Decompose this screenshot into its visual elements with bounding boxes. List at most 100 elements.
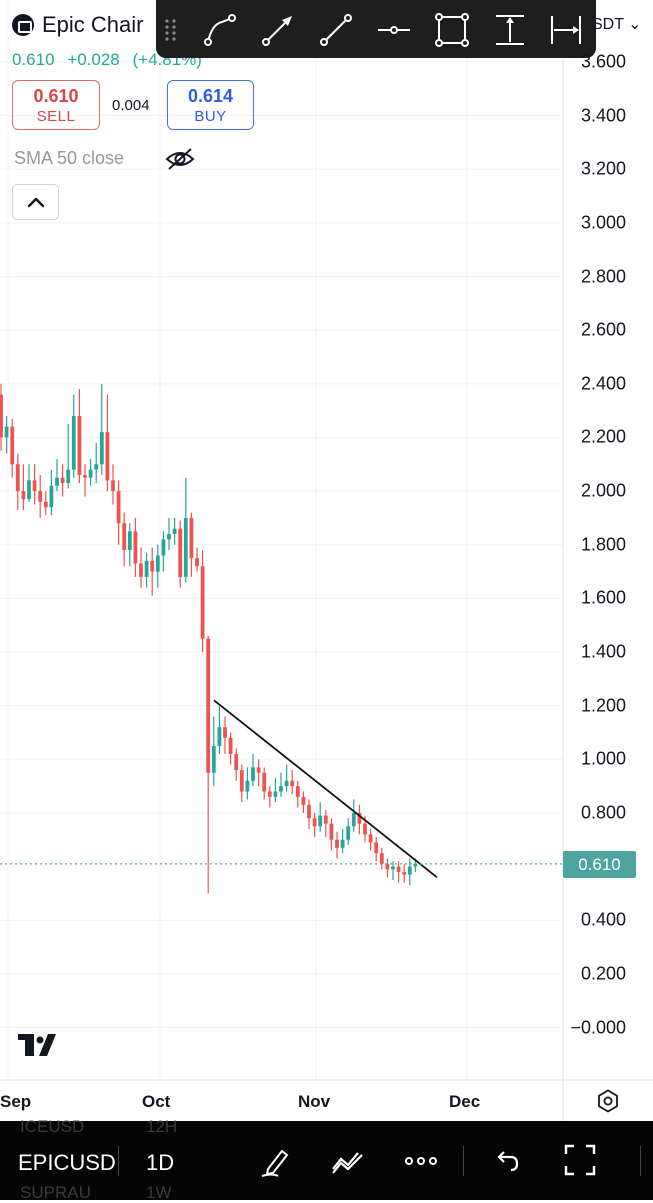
candle (55, 458, 59, 492)
settings-gear-icon[interactable] (596, 1089, 620, 1113)
candle-body (323, 815, 328, 824)
toolbar-divider (118, 1146, 119, 1176)
candle-body (43, 501, 48, 508)
candle-body (0, 394, 3, 438)
candle-body (368, 834, 373, 843)
candle-body (133, 531, 138, 564)
candle-body (346, 826, 351, 840)
candle (71, 394, 76, 478)
drawings-pattern-icon[interactable] (328, 1143, 368, 1179)
candle-body (351, 812, 356, 827)
candle-body (178, 528, 183, 577)
chevron-down-icon: ⌄ (628, 16, 642, 33)
candle-body (55, 477, 59, 486)
candle (116, 480, 121, 545)
drawing-toolbar[interactable] (156, 0, 596, 58)
candle-body (262, 772, 267, 792)
candle (312, 812, 317, 838)
candle (239, 764, 244, 803)
candle-body (27, 480, 31, 500)
eye-slash-icon[interactable] (165, 146, 195, 177)
candle (228, 732, 233, 765)
collapse-legend-button[interactable] (12, 184, 59, 220)
price-axis-label: 1.600 (580, 587, 626, 608)
arrow-line-icon[interactable] (258, 10, 298, 50)
candle (21, 464, 26, 510)
currency-chip[interactable]: SDT ⌄ (588, 10, 653, 40)
candle-body (239, 770, 244, 792)
tradingview-logo-icon[interactable] (18, 1032, 66, 1058)
candle (379, 847, 384, 870)
candle-body (312, 818, 317, 827)
fullscreen-icon[interactable] (562, 1142, 598, 1178)
candle (83, 464, 87, 497)
trend-line-icon[interactable] (200, 10, 240, 50)
toolbar-divider (463, 1146, 464, 1176)
candle (88, 458, 93, 486)
price-axis-label: 0.400 (580, 909, 626, 930)
chart-grid (0, 0, 563, 1080)
candle-body (273, 791, 278, 797)
candle (323, 810, 328, 838)
rectangle-icon[interactable] (432, 10, 472, 50)
current-price-tag: 0.610 (563, 851, 636, 878)
candle (43, 491, 48, 516)
candle-body (99, 432, 104, 465)
candle (195, 547, 199, 572)
epic-chain-logo-icon (12, 14, 34, 36)
time-axis-label: Sep (0, 1092, 32, 1111)
candle-body (150, 560, 155, 572)
price-axis-label: 0.200 (580, 963, 626, 984)
candle (189, 512, 194, 577)
candle (329, 818, 334, 851)
symbol-picker[interactable]: EPICUSD (18, 1150, 116, 1175)
candle (27, 464, 31, 502)
candle-body (295, 786, 300, 797)
candle (295, 780, 300, 808)
candle (183, 477, 188, 583)
candle (66, 424, 71, 489)
symbol-title[interactable]: Epic Chair (12, 12, 143, 38)
buy-button[interactable]: 0.614 BUY (167, 80, 254, 130)
vertical-range-icon[interactable] (490, 10, 530, 50)
candle-body (357, 812, 362, 824)
candle (402, 863, 407, 883)
resolution-picker[interactable]: 1D (146, 1150, 175, 1175)
ray-line-icon[interactable] (316, 10, 356, 50)
candle-body (234, 753, 239, 771)
indicator-legend[interactable]: SMA 50 close (14, 148, 125, 168)
candle-body (228, 737, 233, 754)
undo-icon[interactable] (492, 1146, 522, 1176)
candle-body (223, 727, 227, 738)
candle-body (10, 426, 15, 465)
candle (251, 753, 255, 787)
horizontal-range-icon[interactable] (546, 10, 586, 50)
candle (139, 547, 143, 588)
drawn-trendline[interactable] (213, 699, 438, 879)
time-axis-label: Dec (449, 1092, 481, 1111)
candle (178, 520, 183, 588)
candle (357, 804, 362, 835)
candle (396, 861, 401, 883)
candle (211, 716, 216, 787)
candle (0, 383, 3, 451)
candle-body (88, 469, 93, 478)
candle-body (32, 480, 37, 492)
candle-body (172, 528, 177, 535)
ghost-symbol-above: ICEUSD (20, 1117, 85, 1136)
sell-label: SELL (36, 108, 76, 125)
price-axis-label: 1.800 (580, 534, 626, 555)
candle-body (335, 839, 339, 848)
candle-body (402, 871, 407, 875)
horizontal-line-icon[interactable] (374, 10, 414, 50)
pen-icon[interactable] (258, 1143, 294, 1179)
candle-body (83, 475, 87, 478)
candle-body (206, 638, 211, 773)
candle-body (94, 464, 99, 470)
more-options-icon[interactable] (402, 1150, 440, 1172)
candle-body (251, 767, 255, 781)
price-axis-label: −0.000 (570, 1017, 626, 1037)
sell-button[interactable]: 0.610 SELL (12, 80, 100, 130)
drag-handle-icon[interactable] (164, 18, 178, 42)
